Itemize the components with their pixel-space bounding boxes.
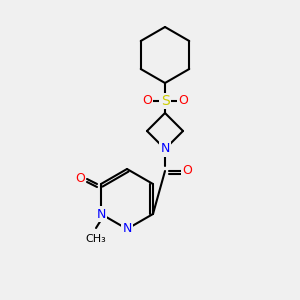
Text: O: O [142, 94, 152, 107]
Text: O: O [178, 94, 188, 107]
Text: O: O [182, 164, 192, 178]
Text: N: N [160, 142, 170, 155]
Text: N: N [96, 208, 106, 220]
Text: S: S [160, 94, 169, 108]
Text: N: N [122, 223, 132, 236]
Text: CH₃: CH₃ [85, 234, 106, 244]
Text: O: O [75, 172, 85, 185]
